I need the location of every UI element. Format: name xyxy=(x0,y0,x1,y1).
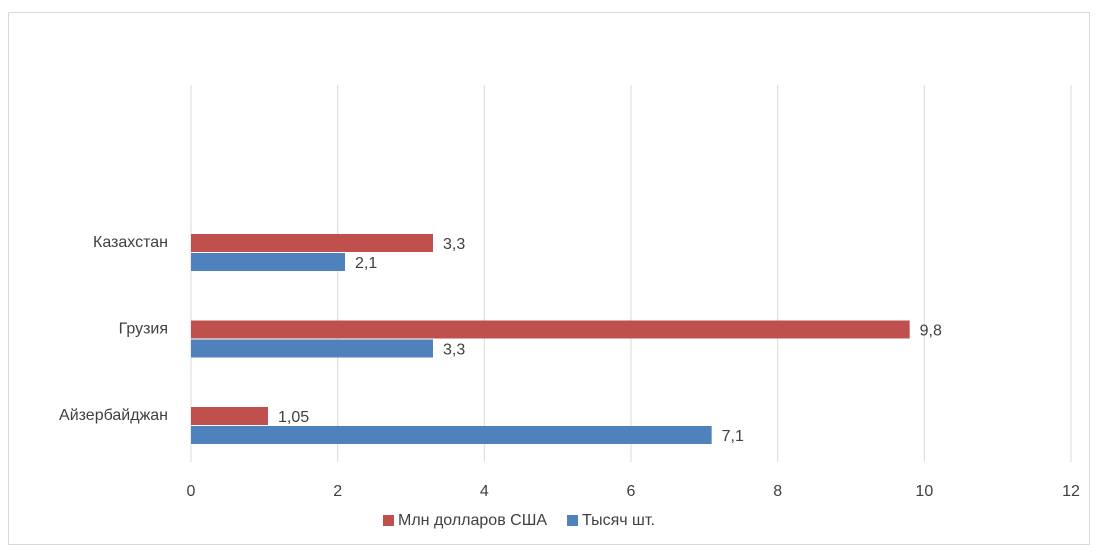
x-tick-label: 0 xyxy=(187,483,196,500)
bar xyxy=(191,339,433,358)
data-label: 1,05 xyxy=(278,409,309,426)
data-label: 3,3 xyxy=(443,236,465,253)
x-tick-label: 8 xyxy=(773,483,782,500)
data-label: 2,1 xyxy=(355,255,377,272)
x-tick-label: 2 xyxy=(333,483,342,500)
x-tick-label: 10 xyxy=(915,483,933,500)
legend-label: Млн долларов США xyxy=(398,512,547,529)
legend-swatch xyxy=(567,515,579,526)
bar xyxy=(191,407,268,425)
chart-border xyxy=(8,12,1090,545)
data-label: 3,3 xyxy=(443,342,465,359)
data-label: 7,1 xyxy=(722,428,744,445)
legend-label: Тысяч шт. xyxy=(582,512,655,529)
x-tick-label: 4 xyxy=(480,483,489,500)
legend-swatch xyxy=(383,515,394,526)
bar xyxy=(191,253,345,271)
bar xyxy=(191,426,712,444)
y-tick-label: Грузия xyxy=(119,321,168,338)
y-tick-label: Казахстан xyxy=(93,234,168,251)
x-tick-label: 12 xyxy=(1062,483,1080,500)
x-tick-label: 6 xyxy=(627,483,636,500)
bar xyxy=(191,320,910,339)
data-label: 9,8 xyxy=(920,323,942,340)
y-tick-label: Айзербайджан xyxy=(59,407,168,424)
bar xyxy=(191,234,433,252)
